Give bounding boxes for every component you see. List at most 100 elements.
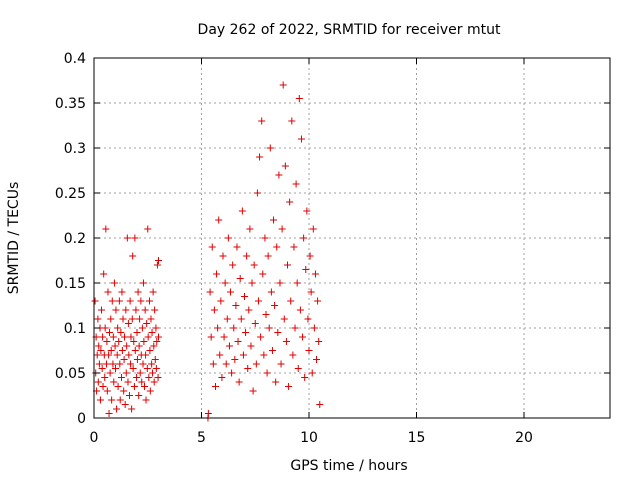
data-point [120, 387, 128, 395]
data-point [277, 360, 285, 368]
data-point [98, 365, 106, 372]
data-point [99, 333, 107, 341]
data-point [108, 396, 116, 404]
data-point [280, 315, 288, 323]
data-point [101, 324, 109, 332]
data-point [100, 270, 108, 278]
data-point [136, 315, 144, 323]
data-point [263, 369, 271, 377]
data-point [224, 234, 232, 242]
data-point [271, 302, 279, 309]
data-point [112, 306, 120, 314]
data-point [95, 360, 103, 368]
data-point [281, 162, 289, 170]
chart-title: Day 262 of 2022, SRMTID for receiver mtu… [198, 22, 501, 38]
data-point [151, 356, 159, 363]
data-point [316, 401, 324, 408]
data-point [149, 288, 157, 296]
data-point [286, 198, 294, 206]
data-point [311, 270, 319, 278]
data-point [228, 369, 236, 377]
data-point [99, 383, 107, 390]
x-axis-label: GPS time / hours [290, 458, 407, 474]
data-point [103, 387, 111, 395]
data-point [251, 320, 259, 327]
data-point [122, 306, 130, 314]
data-point [297, 135, 305, 143]
data-point [223, 315, 231, 323]
data-point [259, 270, 267, 278]
data-point [308, 369, 316, 377]
data-point [150, 342, 158, 350]
data-point [108, 297, 116, 305]
data-point [258, 117, 266, 125]
data-point [206, 288, 214, 296]
x-tick-label: 10 [300, 430, 318, 446]
data-point [139, 279, 147, 287]
data-point [242, 329, 250, 336]
data-point [270, 216, 278, 224]
data-point [138, 324, 146, 332]
data-point [235, 378, 243, 386]
data-point [244, 365, 252, 372]
data-point [146, 387, 154, 395]
data-point [116, 396, 124, 404]
y-tick-label: 0 [77, 411, 86, 427]
data-point [266, 144, 274, 152]
data-point [254, 297, 262, 305]
data-point [141, 306, 149, 314]
data-point [250, 261, 258, 269]
data-point [102, 360, 110, 368]
data-point [150, 378, 158, 386]
data-point [264, 252, 272, 260]
data-point [284, 261, 291, 269]
data-point [104, 288, 112, 296]
data-point [133, 374, 141, 381]
data-point [290, 243, 298, 251]
data-point [236, 275, 244, 282]
data-point [233, 243, 241, 251]
data-point [245, 306, 253, 314]
data-point [122, 369, 130, 377]
data-point [315, 338, 323, 345]
x-tick-label: 5 [197, 430, 206, 446]
data-point [314, 297, 322, 305]
data-point [279, 81, 287, 89]
data-point [210, 306, 218, 314]
data-point [239, 351, 247, 359]
data-point [131, 234, 139, 242]
data-point [287, 297, 295, 305]
data-point [261, 234, 269, 242]
data-point [111, 342, 119, 350]
data-point [217, 297, 225, 305]
data-point [110, 378, 118, 386]
data-point [154, 374, 162, 381]
data-point [211, 383, 219, 390]
data-point [278, 225, 286, 233]
y-tick-label: 0.2 [64, 231, 86, 247]
data-point [237, 315, 245, 323]
data-point [114, 324, 122, 332]
data-point [289, 351, 297, 359]
data-point [135, 342, 143, 350]
x-tick-label: 0 [90, 430, 99, 446]
data-point [288, 117, 296, 125]
data-point [307, 288, 315, 296]
data-point [142, 351, 150, 359]
y-tick-label: 0.35 [55, 96, 86, 112]
data-point [102, 225, 110, 233]
data-point [96, 396, 104, 404]
data-point [139, 360, 147, 368]
data-point [129, 252, 137, 260]
data-point [128, 315, 136, 323]
data-point [94, 378, 102, 386]
data-point [103, 338, 111, 345]
y-tick-label: 0.15 [55, 276, 86, 292]
data-point [296, 306, 304, 314]
data-point [273, 243, 281, 251]
x-tick-label: 20 [515, 430, 533, 446]
data-point [299, 333, 307, 341]
data-point [95, 342, 103, 350]
data-point [129, 365, 137, 372]
